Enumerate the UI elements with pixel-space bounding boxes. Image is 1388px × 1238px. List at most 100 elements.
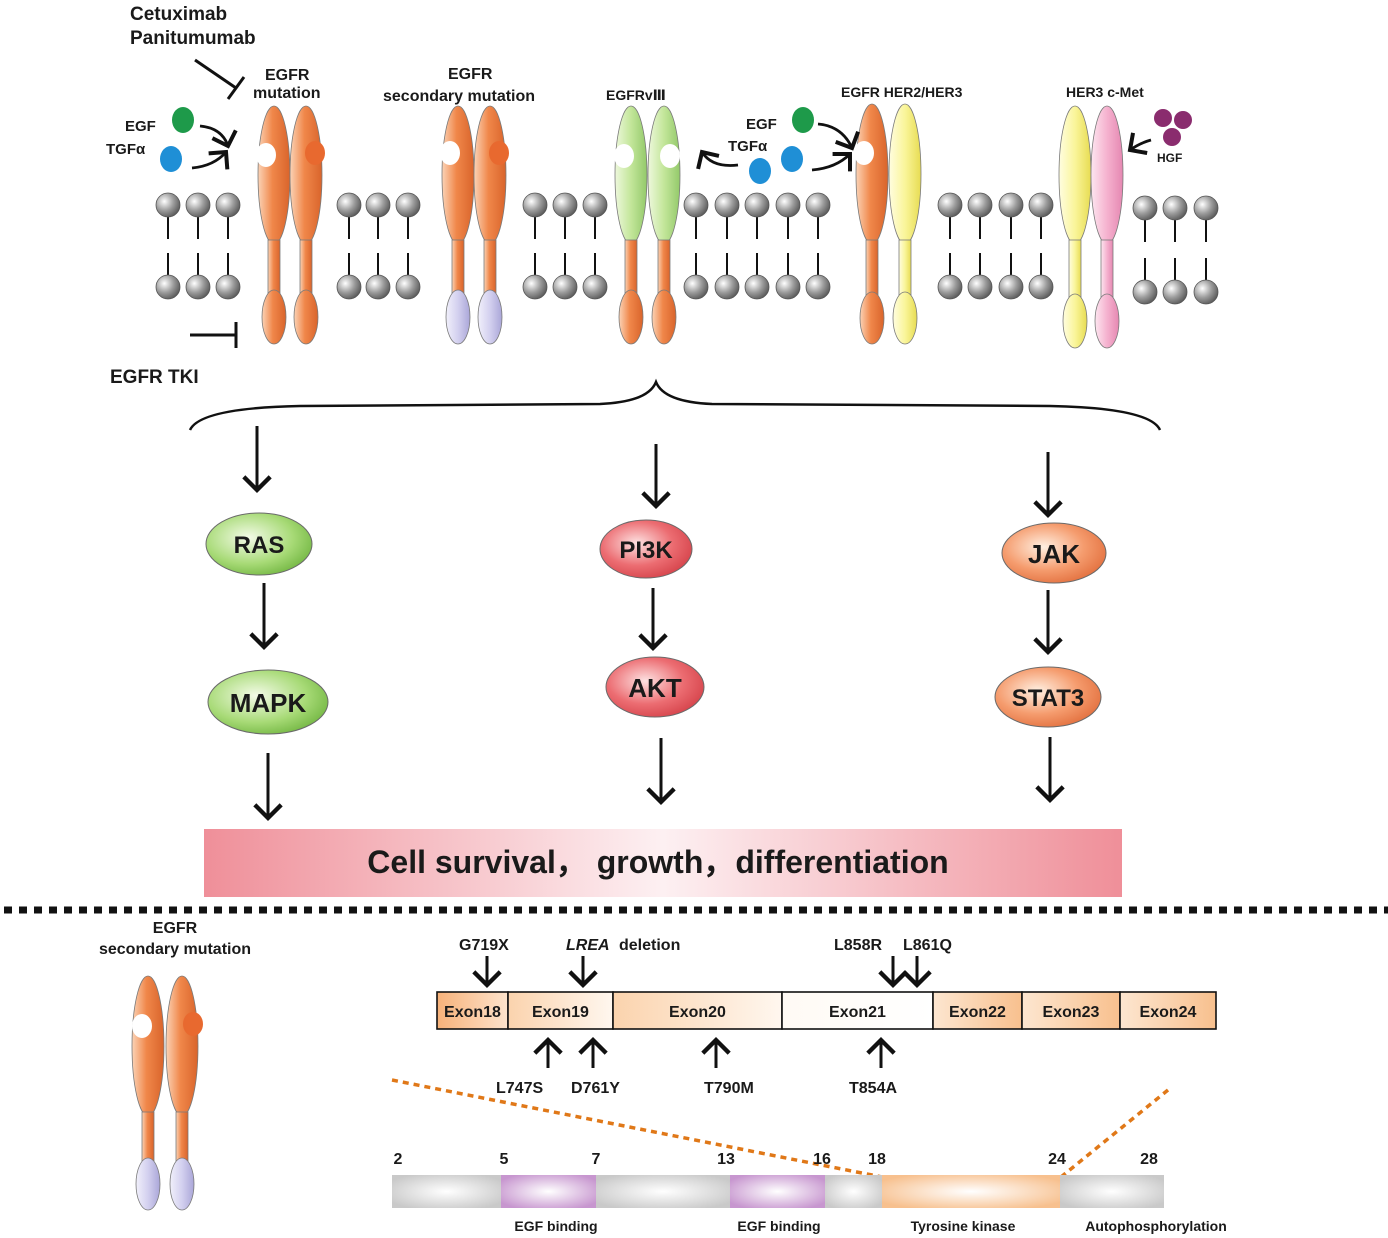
panitumumab-label: Panitumumab: [130, 28, 256, 49]
lipid-molecule: [1132, 195, 1158, 305]
pi3k-pathway-arrows: [638, 444, 676, 806]
mutation-g719x: G719X: [459, 937, 509, 954]
domain-segment: [825, 1175, 882, 1208]
lipid-molecule: [1193, 195, 1219, 305]
egf-binding-arrow: [199, 124, 238, 149]
lipid-molecule: [967, 192, 993, 300]
binding-pocket-icon: [440, 141, 460, 165]
domain-number-7: 7: [592, 1151, 601, 1168]
tgfa-label: TGFα: [106, 141, 146, 158]
pi3k-label: PI3K: [619, 537, 673, 564]
exon-segment: Exon24: [1119, 991, 1217, 1030]
domain-number-28: 28: [1140, 1151, 1158, 1168]
lipid-molecule: [522, 192, 548, 300]
domain-label-autophosphorylation: Autophosphorylation: [1085, 1218, 1227, 1234]
domain-number-16: 16: [813, 1151, 831, 1168]
jak-label: JAK: [1028, 539, 1080, 569]
receptor-monomer-left: [441, 105, 475, 345]
domain-label-egf-binding-2: EGF binding: [737, 1218, 820, 1234]
egfr-secondary-label-1: EGFR: [448, 66, 493, 83]
exon-label: Exon24: [1140, 1004, 1197, 1021]
egfr-secondary-label-2: secondary mutation: [383, 88, 535, 105]
mutation-d761y: D761Y: [571, 1080, 620, 1097]
ras-node: [205, 512, 313, 576]
egfr-mutation-label-2: mutation: [253, 85, 321, 102]
lipid-molecule: [155, 192, 181, 300]
receptor-monomer-left: [1058, 105, 1092, 349]
lipid-molecule: [1162, 195, 1188, 305]
domain-number-18: 18: [868, 1151, 886, 1168]
egf-label-2: EGF: [746, 116, 777, 133]
egfrviii-receptor: [614, 105, 681, 345]
domain-number-24: 24: [1048, 1151, 1066, 1168]
exon-label: Exon23: [1043, 1004, 1100, 1021]
egfr-her2-her3-receptor: [854, 103, 922, 345]
exon-segment: Exon20: [612, 991, 783, 1030]
tgfa-label-2: TGFα: [728, 138, 768, 155]
domain-number-13: 13: [717, 1151, 735, 1168]
exon-segment: Exon23: [1021, 991, 1121, 1030]
outcome-bar: [204, 829, 1122, 897]
exon-label: Exon22: [949, 1004, 1006, 1021]
protein-domain-bar: [392, 1175, 1164, 1208]
mutation-lrea-deletion: deletion: [619, 937, 680, 954]
egfrviii-binding-arrow: [696, 149, 739, 170]
hgf-ligand-icon: [1154, 109, 1192, 146]
hgf-binding-arrow: [1127, 132, 1152, 156]
bottom-mutation-markers: [533, 1036, 896, 1068]
mutation-l858r: L858R: [834, 937, 882, 954]
jak-node: [1001, 522, 1107, 584]
tgfa-ligand-icon-2b: [781, 146, 803, 172]
egfrviii-label: EGFRvⅢ: [606, 87, 666, 103]
mutation-l861q: L861Q: [903, 937, 952, 954]
ras-pathway-arrows: [242, 426, 283, 822]
receptor-monomer-right: [888, 103, 922, 345]
receptor-monomer-left: [855, 103, 889, 345]
signal-convergence-brace: [188, 378, 1162, 431]
lipid-molecule: [744, 192, 770, 300]
receptor-monomer-right: [165, 975, 199, 1211]
lipid-molecule: [336, 192, 362, 300]
exon-label: Exon20: [669, 1004, 726, 1021]
zoom-line-right: [1059, 1088, 1170, 1179]
lipid-molecule: [552, 192, 578, 300]
lipid-molecule: [714, 192, 740, 300]
lipid-molecule: [805, 192, 831, 300]
lipid-molecule: [683, 192, 709, 300]
egfr-tki-label: EGFR TKI: [110, 367, 199, 388]
binding-pocket-icon: [132, 1014, 152, 1038]
tgfa-ligand-icon: [160, 146, 182, 172]
receptor-monomer-left: [257, 105, 291, 345]
egfr-secondary-mutation-receptor: [440, 105, 509, 345]
mutation-t854a: T854A: [849, 1080, 897, 1097]
lipid-molecule: [775, 192, 801, 300]
domain-number-5: 5: [500, 1151, 509, 1168]
mutation-l747s: L747S: [496, 1080, 543, 1097]
exon-track: Exon18 Exon19 Exon20 Exon21 Exon22 Exon23 Exon…: [436, 991, 1217, 1030]
mutation-site-icon: [489, 141, 509, 165]
binding-pocket-icon: [854, 141, 874, 165]
receptor-monomer-right: [1090, 105, 1124, 349]
pi3k-node: [599, 519, 693, 579]
egfr-mutation-label-1: EGFR: [265, 67, 310, 84]
domain-segment: [596, 1175, 730, 1208]
her3-cmet-label: HER3 c-Met: [1066, 84, 1144, 100]
receptor-monomer-left: [131, 975, 165, 1211]
domain-segment: [392, 1175, 501, 1208]
exon-label: Exon19: [532, 1004, 589, 1021]
domain-label-egf-binding-1: EGF binding: [514, 1218, 597, 1234]
cetuximab-label: Cetuximab: [130, 4, 227, 25]
hgf-label: HGF: [1157, 151, 1182, 165]
lipid-molecule: [365, 192, 391, 300]
egf-label: EGF: [125, 118, 156, 135]
jak-pathway-arrows: [1033, 452, 1065, 804]
tgfa-binding-arrow: [191, 149, 230, 170]
egfr-mutation-receptor: [256, 105, 325, 345]
akt-node: [605, 656, 705, 718]
zoom-line-left: [391, 1078, 883, 1179]
lipid-molecule: [1028, 192, 1054, 300]
inset-egfr-receptor: [131, 975, 203, 1211]
mutation-t790m: T790M: [704, 1080, 754, 1097]
egf-ligand-icon-2: [792, 107, 814, 133]
